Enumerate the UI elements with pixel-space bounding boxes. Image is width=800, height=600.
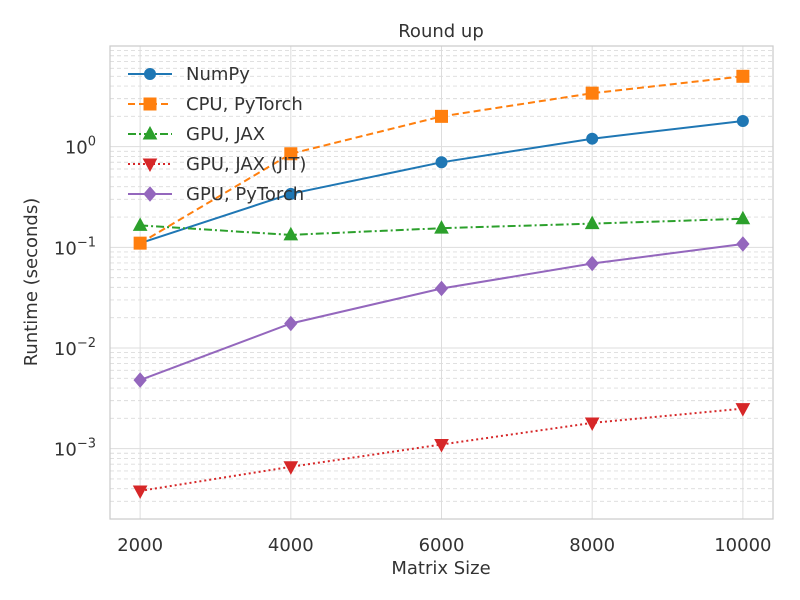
data-point-numpy [435,156,448,169]
data-point-gpu-jax [283,226,299,241]
data-point-gpu-jax [434,220,449,234]
data-point-gpu-pytorch [284,315,298,332]
x-tick-label: 4000 [268,535,314,556]
y-tick-label: 100 [65,135,96,159]
data-point-gpu-jax-jit [283,461,299,475]
data-point-numpy [586,132,599,145]
legend-label-gpu-jax: GPU, JAX [186,124,265,145]
data-point-cpu-pytorch [284,147,298,161]
plot-frame [109,45,774,520]
data-point-cpu-pytorch [585,86,599,100]
data-point-gpu-pytorch [133,372,147,388]
y-tick-exponent: 0 [88,135,96,150]
y-axis-label: Runtime (seconds) [21,198,42,367]
y-tick-label: 10−2 [54,336,96,360]
x-tick-label: 10000 [714,535,771,556]
y-tick-exponent: −1 [77,235,96,250]
data-point-cpu-pytorch [736,69,750,83]
data-point-gpu-jax-jit [735,403,751,417]
y-tick-base: 10 [54,339,77,360]
legend-label-cpu-pytorch: CPU, PyTorch [186,94,303,115]
x-tick-label: 2000 [117,535,163,556]
data-point-gpu-pytorch [434,280,449,297]
data-point-gpu-jax-jit [434,438,449,453]
y-tick-base: 10 [54,238,77,259]
legend: NumPy CPU, PyTorch GPU, JAX GPU, JAX (JIT) G… [128,64,306,205]
x-tick-label: 8000 [569,535,615,556]
chart-title: Round up [398,21,484,42]
data-point-gpu-pytorch [585,255,599,272]
data-point-cpu-pytorch [435,109,448,123]
x-tick-label: 6000 [419,535,465,556]
data-point-cpu-pytorch [133,236,147,250]
series-line-gpu-jax-jit [139,407,743,492]
y-tick-exponent: −3 [77,437,96,452]
x-tick-labels: 2000 4000 6000 8000 10000 [117,535,771,556]
x-axis-label: Matrix Size [391,558,490,579]
legend-marker-gpu-jax-jit [142,158,158,173]
y-tick-base: 10 [65,138,88,159]
data-point-gpu-jax-jit [132,485,148,499]
series-line-gpu-jax [140,217,743,236]
legend-label-numpy: NumPy [186,64,250,85]
data-point-gpu-jax-jit [584,417,600,431]
data-point-numpy [736,114,749,127]
series-markers [132,69,751,499]
legend-label-gpu-pytorch: GPU, PyTorch [186,184,304,205]
legend-marker-gpu-jax [142,125,158,140]
data-point-gpu-pytorch [736,236,750,252]
legend-label-gpu-jax-jit: GPU, JAX (JIT) [186,154,306,175]
legend-marker-gpu-pytorch [143,186,157,202]
data-point-gpu-jax [735,210,751,225]
legend-marker-cpu-pytorch [143,97,157,111]
data-point-gpu-jax [584,215,600,230]
legend-marker-numpy [144,68,156,80]
data-point-gpu-jax [132,217,148,231]
data-point-numpy [284,187,297,200]
y-tick-base: 10 [54,440,77,461]
y-tick-label: 10−1 [54,235,96,259]
y-tick-label: 10−3 [54,437,96,461]
y-tick-exponent: −2 [77,336,96,351]
